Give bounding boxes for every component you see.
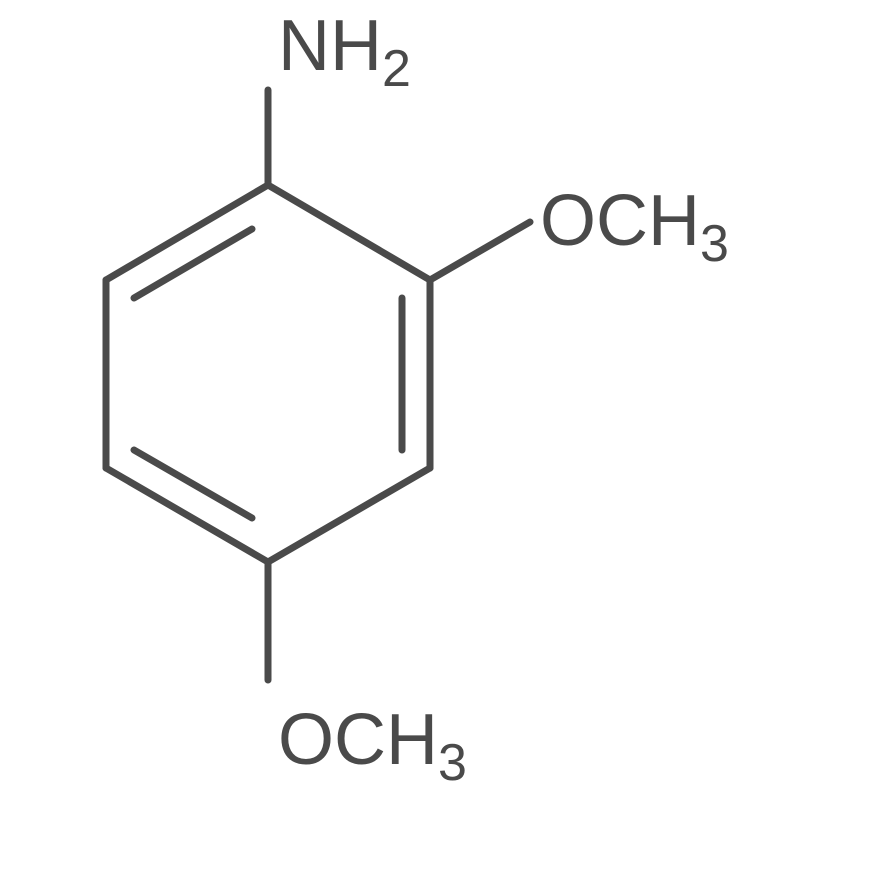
benzene-ring [106, 185, 430, 562]
och3-bottom-label: OCH3 [278, 700, 467, 792]
molecule-diagram: NH2 OCH3 OCH3 [0, 0, 890, 890]
och3-top-label: OCH3 [540, 181, 729, 273]
atom-labels: NH2 OCH3 OCH3 [278, 6, 729, 792]
och3-top-bond [430, 222, 530, 280]
nh2-label: NH2 [278, 6, 411, 98]
